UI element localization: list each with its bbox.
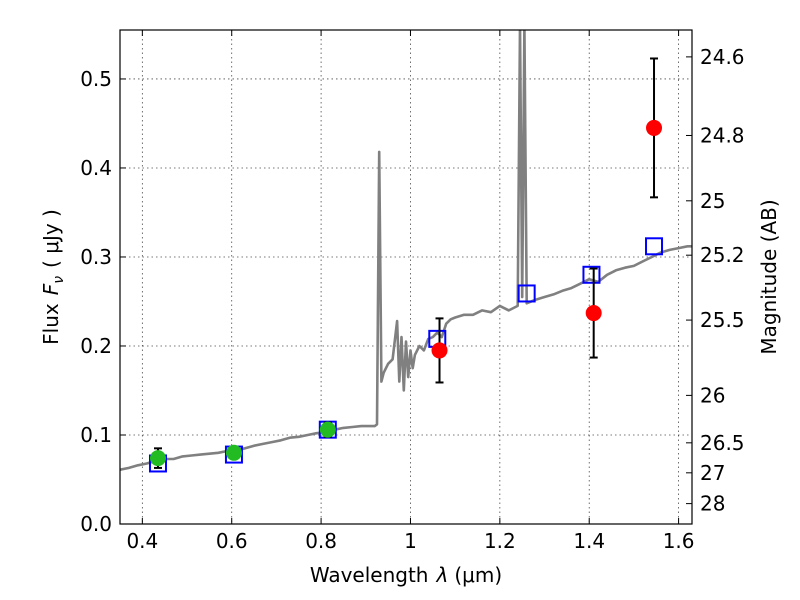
y-tick-label: 0.5 xyxy=(80,67,112,91)
observed-point xyxy=(226,445,242,461)
chart-page: 0.4 0.6 0.8 1 1.2 1.4 1.6 0.0 0.1 0.2 0.3 0.4 0.5 24.… xyxy=(0,0,800,600)
y2-tick-label: 24.8 xyxy=(700,123,745,147)
x-axis-label: Wavelength λ (μm) xyxy=(310,563,502,587)
y2-tick-label: 27 xyxy=(700,461,725,485)
y-tick-label: 0.0 xyxy=(80,512,112,536)
x-tick-label: 1 xyxy=(404,529,417,553)
y2-tick-label: 28 xyxy=(700,492,725,516)
observed-point xyxy=(646,120,662,136)
observed-point xyxy=(586,305,602,321)
observed-point xyxy=(320,422,336,438)
y-tick-label: 0.3 xyxy=(80,245,112,269)
y-tick-label: 0.4 xyxy=(80,156,112,180)
y2-tick-label: 26.5 xyxy=(700,431,745,455)
y-tick-label: 0.2 xyxy=(80,334,112,358)
y-tick-label: 0.1 xyxy=(80,423,112,447)
observed-point xyxy=(150,450,166,466)
y2-tick-label: 26 xyxy=(700,383,725,407)
x-tick-label: 0.6 xyxy=(216,529,248,553)
x-tick-label: 0.4 xyxy=(126,529,158,553)
y2-axis-label: Magnitude (AB) xyxy=(757,199,781,354)
x-tick-label: 1.4 xyxy=(573,529,605,553)
x-tick-label: 0.8 xyxy=(305,529,337,553)
y2-tick-label: 25 xyxy=(700,189,725,213)
y2-tick-label: 25.5 xyxy=(700,308,745,332)
x-tick-label: 1.6 xyxy=(663,529,695,553)
y2-tick-label: 25.2 xyxy=(700,243,745,267)
sed-chart: 0.4 0.6 0.8 1 1.2 1.4 1.6 0.0 0.1 0.2 0.3 0.4 0.5 24.… xyxy=(0,0,800,600)
y-axis-label: FluxFν( μJy ) xyxy=(39,209,67,345)
observed-point xyxy=(432,342,448,358)
y2-tick-label: 24.6 xyxy=(700,45,745,69)
x-tick-label: 1.2 xyxy=(484,529,516,553)
